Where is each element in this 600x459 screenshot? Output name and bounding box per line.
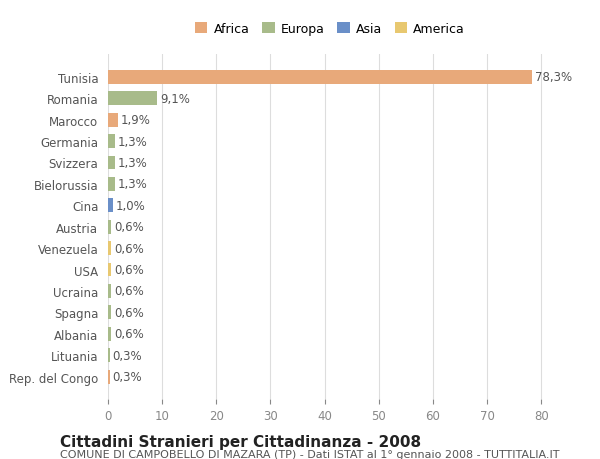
Bar (108, 263, 111, 277)
Bar (108, 113, 118, 127)
Text: 1,3%: 1,3% (118, 157, 148, 170)
Text: Cittadini Stranieri per Cittadinanza - 2008: Cittadini Stranieri per Cittadinanza - 2… (60, 434, 421, 449)
Text: 0,6%: 0,6% (114, 263, 144, 276)
Bar (108, 156, 115, 170)
Text: 0,3%: 0,3% (112, 349, 142, 362)
Bar (108, 199, 113, 213)
Text: 1,3%: 1,3% (118, 178, 148, 191)
Text: 1,0%: 1,0% (116, 199, 146, 213)
Bar (108, 327, 111, 341)
Bar (108, 220, 111, 234)
Bar (108, 135, 115, 149)
Bar (108, 241, 111, 256)
Text: 9,1%: 9,1% (160, 93, 190, 106)
Bar (108, 306, 111, 319)
Text: 0,6%: 0,6% (114, 306, 144, 319)
Text: 1,3%: 1,3% (118, 135, 148, 148)
Text: 0,3%: 0,3% (112, 370, 142, 383)
Bar (108, 92, 157, 106)
Text: COMUNE DI CAMPOBELLO DI MAZARA (TP) - Dati ISTAT al 1° gennaio 2008 - TUTTITALIA: COMUNE DI CAMPOBELLO DI MAZARA (TP) - Da… (60, 449, 560, 459)
Text: 0,6%: 0,6% (114, 285, 144, 298)
Bar (108, 348, 110, 362)
Bar (108, 71, 532, 84)
Bar (108, 178, 115, 191)
Text: 1,9%: 1,9% (121, 114, 151, 127)
Text: 0,6%: 0,6% (114, 221, 144, 234)
Text: 78,3%: 78,3% (535, 71, 572, 84)
Text: 0,6%: 0,6% (114, 328, 144, 341)
Legend: Africa, Europa, Asia, America: Africa, Europa, Asia, America (188, 17, 472, 42)
Bar (108, 284, 111, 298)
Bar (108, 370, 110, 384)
Text: 0,6%: 0,6% (114, 242, 144, 255)
